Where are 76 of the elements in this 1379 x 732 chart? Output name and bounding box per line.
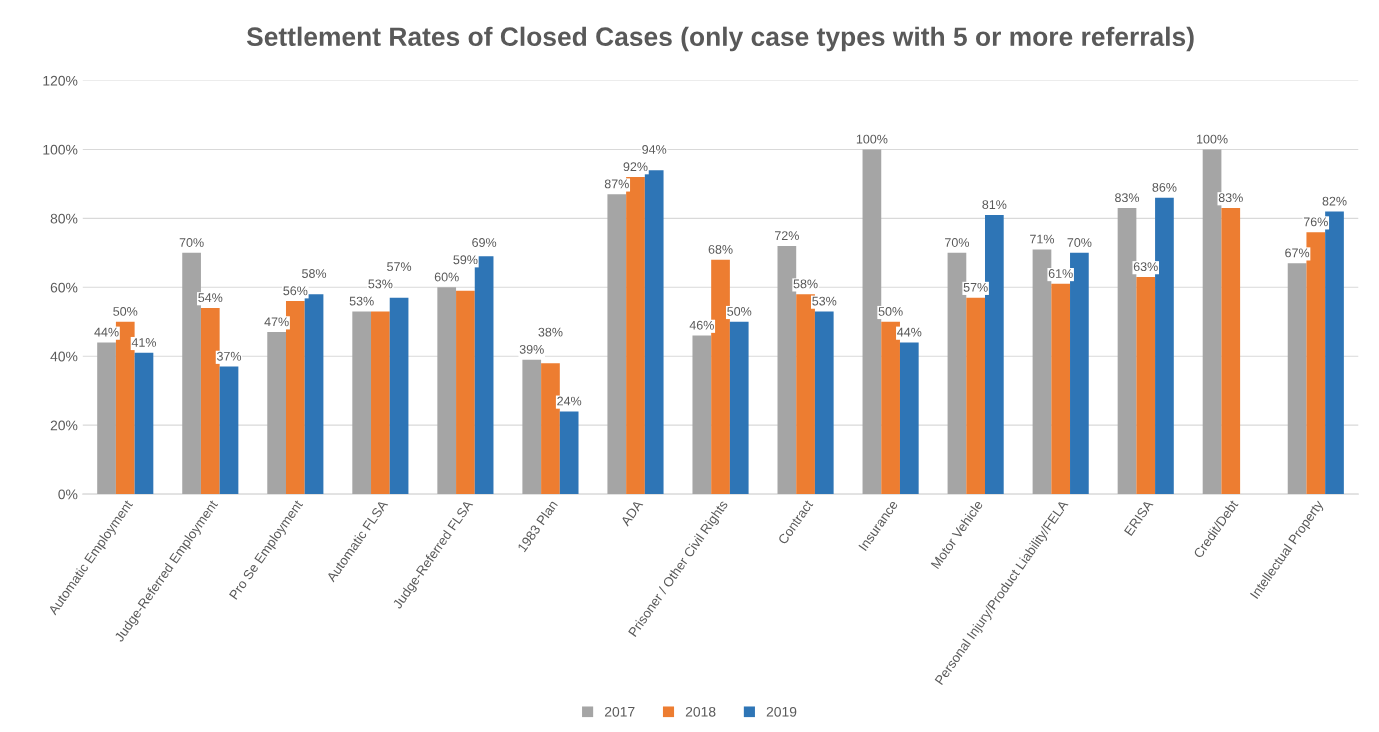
- data-label: 50%: [878, 307, 903, 316]
- data-label: 53%: [368, 279, 393, 289]
- data-label: 47%: [264, 317, 289, 327]
- data-label: 58%: [793, 279, 818, 289]
- data-label: 50%: [113, 307, 138, 316]
- data-label: 38%: [538, 327, 563, 337]
- y-tick-label: 120%: [43, 75, 78, 86]
- data-label: 83%: [1218, 193, 1243, 203]
- data-label: 82%: [1322, 196, 1347, 206]
- y-tick-label: 60%: [50, 282, 78, 293]
- data-label: 86%: [1152, 182, 1177, 192]
- data-label: 58%: [302, 269, 327, 278]
- data-label: 100%: [1197, 134, 1228, 144]
- y-tick-label: 100%: [43, 144, 78, 155]
- data-label: 83%: [1115, 193, 1140, 203]
- y-tick-label: 20%: [50, 420, 78, 431]
- data-label: 87%: [604, 179, 629, 189]
- data-label: 76%: [1303, 217, 1328, 227]
- data-label: 81%: [982, 200, 1007, 210]
- bar: [134, 352, 154, 495]
- data-label: 46%: [689, 320, 714, 330]
- bar: [352, 311, 372, 495]
- data-label: 57%: [387, 262, 412, 272]
- bar: [389, 297, 409, 495]
- data-label: 92%: [623, 162, 648, 172]
- data-label: 53%: [812, 296, 837, 306]
- data-label: 68%: [708, 244, 733, 254]
- data-label: 63%: [1133, 262, 1158, 272]
- data-label: 71%: [1030, 234, 1055, 244]
- bar: [1221, 208, 1241, 495]
- bar: [607, 194, 627, 495]
- y-tick-label: 0%: [58, 489, 78, 500]
- data-label: 56%: [283, 286, 308, 296]
- bar: [559, 411, 579, 495]
- bar: [644, 170, 664, 495]
- data-label: 44%: [94, 327, 119, 337]
- legend-label: 2017: [604, 706, 635, 717]
- data-label: 70%: [945, 238, 969, 247]
- data-label: 72%: [774, 231, 799, 240]
- bar: [219, 366, 239, 495]
- bar: [966, 297, 985, 495]
- data-label: 44%: [897, 327, 922, 337]
- data-label: 70%: [179, 238, 204, 247]
- chart-title: Settlement Rates of Closed Cases (only case types with 5 or more referrals): [246, 26, 1194, 52]
- data-label: 54%: [198, 293, 223, 303]
- bar: [899, 342, 919, 495]
- bar: [1136, 276, 1156, 495]
- bar: [456, 290, 475, 495]
- bar: [814, 311, 834, 495]
- data-label: 50%: [727, 307, 752, 316]
- data-label: 57%: [963, 282, 988, 292]
- bar: [97, 342, 116, 495]
- bar: [371, 311, 390, 495]
- bar: [437, 287, 457, 495]
- data-label: 39%: [519, 344, 544, 354]
- data-label: 70%: [1067, 238, 1092, 247]
- data-label: 60%: [434, 272, 459, 282]
- bar: [267, 332, 286, 495]
- legend-label: 2019: [766, 706, 797, 717]
- y-tick-label: 80%: [50, 213, 78, 224]
- bar: [1287, 263, 1307, 495]
- data-label: 94%: [642, 145, 667, 154]
- data-label: 41%: [131, 338, 157, 347]
- data-label: 100%: [856, 134, 888, 144]
- data-label: 67%: [1285, 248, 1310, 258]
- data-label: 61%: [1048, 269, 1073, 278]
- legend-label: 2018: [685, 706, 716, 717]
- data-label: 59%: [453, 255, 478, 265]
- bar: [304, 294, 324, 495]
- data-label: 53%: [349, 296, 374, 306]
- data-label: 24%: [557, 396, 582, 406]
- bar: [729, 321, 749, 495]
- bar: [692, 335, 712, 495]
- y-tick-label: 40%: [50, 351, 78, 362]
- data-label: 69%: [472, 238, 497, 247]
- data-label: 37%: [216, 351, 242, 361]
